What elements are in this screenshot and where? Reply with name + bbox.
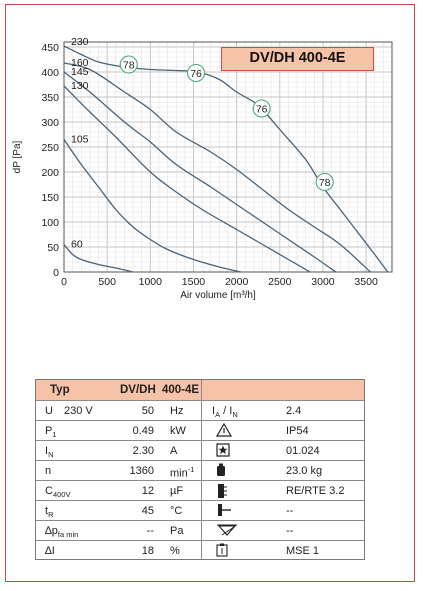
spec-value: 2.30 [132, 445, 154, 457]
spec-right-value: -- [286, 505, 294, 517]
row-divider [36, 400, 364, 401]
spec-right-value: RE/RTE 3.2 [286, 485, 345, 497]
y-tick-label: 150 [41, 192, 59, 204]
spec-right-value: 23.0 kg [286, 465, 323, 477]
y-tick-label: 100 [41, 217, 59, 229]
x-axis-label: Air volume [m³/h] [180, 290, 256, 301]
spec-right-value: 01.024 [286, 445, 320, 457]
spec-param: P1 [45, 425, 57, 440]
header-model: DV/DH [120, 384, 156, 396]
series-label-60: 60 [71, 239, 83, 251]
thermal-contact-icon [216, 503, 232, 522]
x-tick-label: 0 [61, 276, 67, 288]
annotation-circle [315, 172, 334, 192]
header-variant: 400-4E [162, 384, 200, 396]
x-tick-label: 2500 [268, 276, 292, 288]
spec-value: -- [146, 525, 154, 537]
series-line-60 [63, 244, 134, 273]
annotation-circle [187, 63, 206, 83]
spec-value: 45 [141, 505, 154, 517]
series-line-230 [63, 45, 389, 273]
row-divider [36, 480, 364, 481]
star-box-icon [216, 443, 230, 462]
spec-value: 12 [141, 485, 154, 497]
warning-triangle-icon [215, 422, 233, 442]
chart-title: DV/DH 400-4E [221, 47, 374, 71]
spec-right-value: MSE 1 [286, 545, 320, 557]
series-label-145: 145 [71, 66, 89, 78]
spec-value: 18 [141, 545, 154, 557]
specs-header-row [36, 380, 364, 400]
spec-param: IN [45, 445, 54, 460]
series-line-105 [63, 139, 242, 273]
spec-unit: Hz [170, 405, 184, 417]
annotation-circle [119, 55, 138, 74]
annotation-label: 76 [190, 68, 202, 80]
header-typ: Typ [50, 384, 70, 396]
x-tick-label: 3000 [311, 276, 335, 288]
wiring-diagram-icon [216, 483, 228, 504]
spec-unit: µF [170, 485, 184, 497]
spec-param: tR [45, 505, 54, 520]
spec-unit: min-1 [170, 465, 195, 480]
series-line-145 [63, 71, 337, 273]
fan-curve-chart: 0 500 1000 1500 2000 2500 3000 3500 0 50 100 150 200… [12, 36, 393, 301]
controller-icon [216, 543, 228, 562]
x-tick-label: 3500 [354, 276, 378, 288]
series-label-230: 230 [71, 36, 89, 48]
valve-icon [216, 523, 238, 542]
spec-value: 1360 [129, 465, 154, 477]
y-tick-label: 0 [53, 267, 59, 279]
series-label-160: 160 [71, 57, 89, 69]
y-axis-label: dP [Pa] [12, 140, 23, 173]
spec-right-value: IP54 [286, 425, 309, 437]
row-divider [36, 500, 364, 501]
weight-icon [216, 463, 226, 482]
column-divider [201, 380, 202, 559]
series-label-105: 105 [71, 134, 89, 146]
spec-param: n [45, 465, 52, 477]
spec-unit: Pa [170, 525, 184, 537]
x-tick-label: 1000 [139, 276, 163, 288]
spec-param: ∆pfa min [45, 525, 79, 540]
specs-table: Typ DV/DH 400-4E U 230 V 50 Hz IA / IN 2.4 P1 0… [35, 379, 365, 560]
series-line-160 [63, 62, 371, 273]
y-tick-label: 350 [41, 92, 59, 104]
spec-voltage: 230 V [64, 405, 93, 417]
row-divider [36, 460, 364, 461]
spec-param: C400V [45, 485, 71, 500]
row-divider [36, 420, 364, 421]
y-tick-label: 250 [41, 142, 59, 154]
spec-param: ∆I [45, 545, 55, 557]
spec-unit: kW [170, 425, 186, 437]
spec-value: 0.49 [132, 425, 154, 437]
series-line-130 [63, 85, 311, 273]
y-tick-label: 200 [41, 167, 59, 179]
y-tick-label: 450 [41, 42, 59, 54]
series-label-130: 130 [71, 80, 89, 92]
annotation-label: 78 [319, 177, 331, 189]
annotation-label: 76 [256, 103, 268, 115]
y-tick-label: 300 [41, 117, 59, 129]
row-divider [36, 440, 364, 441]
current-ratio-label: IA / IN [212, 405, 238, 420]
x-tick-label: 500 [98, 276, 116, 288]
spec-unit: °C [170, 505, 183, 517]
x-tick-label: 2000 [225, 276, 249, 288]
spec-unit: % [170, 545, 180, 557]
page-frame [5, 4, 415, 582]
x-tick-label: 1500 [182, 276, 206, 288]
plot-area-border [63, 41, 393, 273]
spec-param: U [45, 405, 53, 417]
spec-value: 50 [141, 405, 154, 417]
spec-right-value: 2.4 [286, 405, 302, 417]
row-divider [36, 540, 364, 541]
spec-unit: A [170, 445, 178, 457]
row-divider [36, 520, 364, 521]
spec-right-value: -- [286, 525, 294, 537]
annotation-label: 78 [123, 59, 135, 71]
y-tick-label: 400 [41, 67, 59, 79]
y-tick-label: 50 [47, 242, 59, 254]
annotation-circle [252, 99, 271, 118]
